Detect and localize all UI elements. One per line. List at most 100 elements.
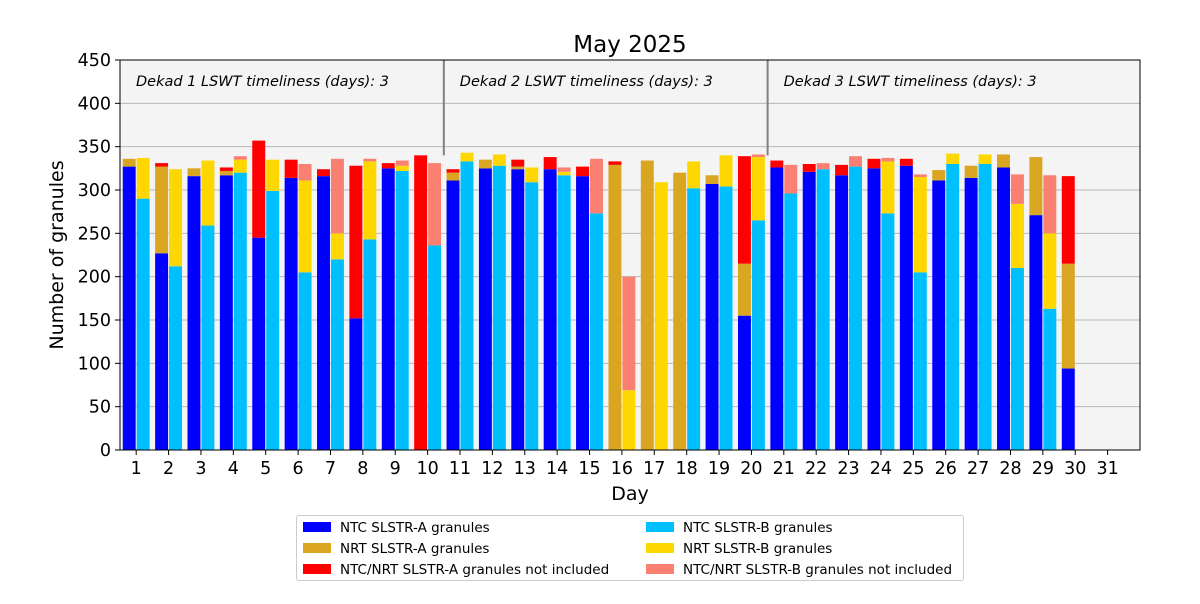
x-tick-label-28: 28 bbox=[999, 459, 1021, 479]
bar-nrt-a-day-12 bbox=[478, 159, 492, 169]
bar-ntc-b-day-29 bbox=[1043, 308, 1057, 450]
bar-ntc-b-day-1 bbox=[136, 198, 150, 450]
bar-not-b-day-21 bbox=[784, 164, 798, 194]
bar-ntc-b-day-7 bbox=[330, 259, 344, 450]
bar-ntc-a-day-20 bbox=[737, 315, 751, 450]
bar-ntc-b-day-15 bbox=[590, 213, 603, 450]
bar-not-b-day-4 bbox=[233, 156, 247, 160]
annotation-dekad-3: Dekad 3 LSWT timeliness (days): 3 bbox=[784, 74, 1037, 90]
legend-item-nrt-a: NRT SLSTR-A granules bbox=[303, 540, 489, 558]
bar-ntc-a-day-4 bbox=[219, 175, 233, 450]
bar-not-a-day-6 bbox=[284, 159, 298, 178]
bar-ntc-a-day-21 bbox=[770, 167, 784, 450]
bar-ntc-a-day-27 bbox=[964, 177, 978, 450]
y-tick-label-0: 0 bbox=[100, 441, 111, 461]
legend-swatch-not-a bbox=[303, 564, 331, 574]
bar-nrt-b-day-9 bbox=[395, 165, 409, 171]
bar-nrt-b-day-14 bbox=[557, 171, 571, 176]
bar-ntc-a-day-25 bbox=[899, 165, 913, 450]
dekad-annotations: Dekad 1 LSWT timeliness (days): 3 Dekad … bbox=[136, 74, 1037, 90]
x-tick-label-19: 19 bbox=[708, 459, 730, 479]
bar-ntc-b-day-12 bbox=[492, 165, 506, 450]
bar-nrt-a-day-18 bbox=[673, 172, 687, 450]
bar-nrt-a-day-1 bbox=[122, 158, 136, 167]
bar-nrt-b-day-24 bbox=[881, 161, 895, 214]
bar-not-b-day-23 bbox=[849, 156, 863, 167]
bar-ntc-b-day-10 bbox=[428, 245, 442, 450]
bar-nrt-b-day-5 bbox=[266, 159, 280, 191]
legend-item-not-b: NTC/NRT SLSTR-B granules not included bbox=[646, 561, 952, 579]
x-tick-label-29: 29 bbox=[1032, 459, 1054, 479]
bar-ntc-a-day-30 bbox=[1061, 368, 1075, 450]
bar-ntc-a-day-14 bbox=[543, 169, 557, 450]
bar-ntc-b-day-27 bbox=[978, 164, 992, 450]
x-axis-ticks: 1 2 3 4 5 6 7 8 9 10 11 12 13 14 15 16 17 18 19 20 21 22 23 24 2… bbox=[131, 450, 1119, 479]
x-tick-label-8: 8 bbox=[357, 459, 368, 479]
x-tick-label-26: 26 bbox=[935, 459, 957, 479]
bar-ntc-a-day-19 bbox=[705, 183, 719, 450]
x-tick-label-2: 2 bbox=[163, 459, 174, 479]
bar-not-b-day-9 bbox=[395, 160, 409, 166]
bar-ntc-a-day-8 bbox=[349, 318, 363, 450]
bar-nrt-b-day-20 bbox=[751, 157, 765, 221]
bar-ntc-a-day-23 bbox=[835, 175, 849, 450]
bar-not-a-day-2 bbox=[155, 163, 169, 167]
bar-nrt-b-day-16 bbox=[622, 390, 636, 450]
bar-ntc-b-day-23 bbox=[849, 166, 863, 450]
bar-nrt-a-day-30 bbox=[1061, 263, 1075, 369]
bar-nrt-b-day-8 bbox=[363, 161, 377, 240]
bar-ntc-b-day-22 bbox=[816, 169, 830, 450]
bar-ntc-a-day-26 bbox=[932, 180, 946, 450]
bar-not-b-day-8 bbox=[363, 158, 377, 162]
bar-not-b-day-15 bbox=[590, 158, 603, 214]
bar-nrt-b-day-1 bbox=[136, 157, 150, 199]
bar-nrt-a-day-20 bbox=[737, 263, 751, 316]
y-tick-label-300: 300 bbox=[78, 181, 111, 201]
bar-nrt-a-day-28 bbox=[997, 154, 1010, 168]
y-tick-label-100: 100 bbox=[78, 354, 111, 374]
y-tick-label-200: 200 bbox=[78, 268, 111, 288]
bar-not-b-day-28 bbox=[1010, 174, 1024, 204]
x-tick-label-31: 31 bbox=[1096, 459, 1118, 479]
bar-ntc-b-day-14 bbox=[557, 175, 571, 450]
legend-swatch-not-b bbox=[646, 564, 674, 574]
legend-item-ntc-a: NTC SLSTR-A granules bbox=[303, 519, 490, 537]
bar-not-a-day-13 bbox=[511, 159, 525, 167]
plot-frame bbox=[119, 59, 1141, 451]
legend-swatch-ntc-a bbox=[303, 522, 331, 532]
bar-ntc-b-day-24 bbox=[881, 213, 895, 450]
y-tick-label-400: 400 bbox=[78, 94, 111, 114]
x-tick-label-27: 27 bbox=[967, 459, 989, 479]
bar-ntc-a-day-5 bbox=[252, 237, 266, 450]
bar-nrt-a-day-27 bbox=[964, 165, 978, 178]
x-tick-label-20: 20 bbox=[740, 459, 762, 479]
bar-ntc-b-day-11 bbox=[460, 161, 474, 450]
bar-not-b-day-29 bbox=[1043, 175, 1057, 234]
bar-ntc-a-day-28 bbox=[997, 167, 1010, 450]
x-tick-label-9: 9 bbox=[390, 459, 401, 479]
y-tick-label-450: 450 bbox=[78, 51, 111, 71]
x-tick-label-12: 12 bbox=[481, 459, 503, 479]
x-tick-label-25: 25 bbox=[902, 459, 924, 479]
bar-not-a-day-25 bbox=[899, 158, 913, 166]
bar-not-a-day-20 bbox=[737, 156, 751, 264]
bar-ntc-b-day-5 bbox=[266, 190, 280, 450]
bar-not-a-day-5 bbox=[252, 140, 266, 238]
bar-ntc-a-day-24 bbox=[867, 168, 881, 451]
bar-nrt-a-day-16 bbox=[608, 164, 622, 450]
bar-ntc-b-day-20 bbox=[751, 220, 765, 450]
y-tick-label-50: 50 bbox=[89, 398, 111, 418]
bar-nrt-b-day-25 bbox=[913, 177, 927, 273]
y-axis-label: Number of granules bbox=[46, 160, 68, 349]
x-tick-label-13: 13 bbox=[514, 459, 536, 479]
legend-swatch-nrt-b bbox=[646, 543, 674, 553]
bars bbox=[122, 140, 1075, 451]
bar-ntc-b-day-26 bbox=[946, 164, 960, 450]
bar-ntc-b-day-21 bbox=[784, 193, 798, 450]
bar-not-a-day-7 bbox=[317, 169, 330, 177]
bar-not-a-day-23 bbox=[835, 164, 849, 176]
legend-item-nrt-b: NRT SLSTR-B granules bbox=[646, 540, 832, 558]
bar-not-a-day-22 bbox=[802, 164, 816, 172]
